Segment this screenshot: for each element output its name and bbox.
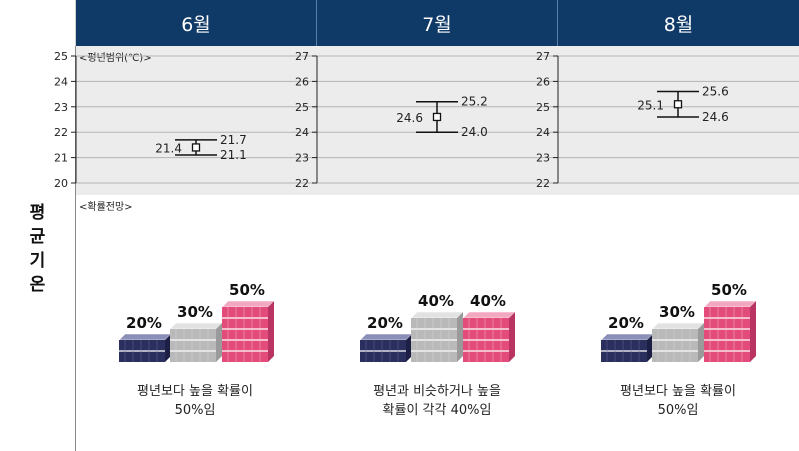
prob-label: 20% (367, 314, 403, 332)
prob-block-top (703, 300, 757, 308)
description-line: 평년보다 높을 확률이 (620, 384, 736, 399)
month-header-august: 8월 (558, 0, 799, 46)
y-tick-label: 22 (536, 177, 550, 190)
description-july: 평년과 비슷하거나 높을 확률이 각각 40%임 (337, 382, 537, 420)
row-label-char: 온 (29, 274, 46, 295)
prob-block-side (457, 312, 463, 362)
range-high-label: 25.6 (702, 85, 729, 99)
range-mid-label: 21.4 (155, 141, 182, 155)
y-tick-label: 22 (295, 177, 309, 190)
y-tick-label: 23 (295, 152, 309, 165)
prob-block-top (600, 333, 654, 341)
y-tick-label: 27 (536, 50, 550, 63)
prob-block-front (222, 307, 268, 362)
range-high-label: 25.2 (461, 95, 488, 109)
row-label-char: 균 (29, 226, 46, 247)
range-high-label: 21.7 (220, 133, 247, 147)
month-header-june: 6월 (76, 0, 317, 46)
y-tick-label: 21 (54, 152, 68, 165)
prob-label: 20% (608, 314, 644, 332)
range-mid-label: 24.6 (396, 111, 423, 125)
y-tick-label: 25 (54, 50, 68, 63)
row-label-average-temperature: 평 균 기 온 (0, 46, 76, 451)
range-mid-label: 25.1 (637, 98, 664, 112)
description-line: 확률이 각각 40%임 (382, 403, 492, 418)
header-corner (0, 0, 76, 46)
range-mid-marker (191, 143, 201, 152)
prob-block-side (406, 334, 412, 362)
prob-block-front (652, 329, 698, 362)
prob-block-top (118, 333, 172, 341)
prob-block-side (216, 323, 222, 362)
description-line: 50%임 (657, 403, 699, 418)
description-line: 평년보다 높을 확률이 (137, 384, 253, 399)
range-low-label: 24.0 (461, 125, 488, 139)
y-tick-label: 20 (54, 177, 68, 190)
description-august: 평년보다 높을 확률이 50%임 (578, 382, 778, 420)
prob-block-side (698, 323, 704, 362)
y-tick-label: 24 (54, 75, 68, 88)
y-tick-label: 27 (295, 50, 309, 63)
range-low-label: 21.1 (220, 148, 247, 162)
y-tick-label: 25 (536, 101, 550, 114)
prob-block-top (462, 311, 516, 319)
y-tick-label: 26 (536, 75, 550, 88)
description-line: 50%임 (174, 403, 216, 418)
y-tick-label: 24 (295, 126, 309, 139)
range-mid-marker (432, 112, 442, 122)
prob-block-side (268, 301, 274, 362)
prob-label: 50% (711, 281, 747, 299)
prob-block-top (410, 311, 464, 319)
row-label-char: 평 (29, 202, 46, 223)
prob-label: 30% (177, 303, 213, 321)
y-tick-label: 22 (54, 126, 68, 139)
prob-block-top (169, 322, 223, 330)
y-tick-label: 26 (295, 75, 309, 88)
prob-block-side (165, 334, 171, 362)
prob-block-top (651, 322, 705, 330)
prob-label: 30% (659, 303, 695, 321)
y-tick-label: 23 (536, 152, 550, 165)
prob-block-front (170, 329, 216, 362)
prob-block-top (221, 300, 275, 308)
prob-block-front (704, 307, 750, 362)
description-line: 평년과 비슷하거나 높을 (373, 384, 501, 399)
prob-label: 50% (229, 281, 265, 299)
prob-block-top (359, 333, 413, 341)
y-tick-label: 24 (536, 126, 550, 139)
prob-label: 40% (418, 292, 454, 310)
range-mid-marker (673, 100, 683, 109)
y-tick-label: 25 (295, 101, 309, 114)
row-label-char: 기 (29, 250, 46, 271)
prob-block-side (509, 312, 515, 362)
probability-caption: <확률전망> (79, 202, 133, 213)
y-tick-label: 23 (54, 101, 68, 114)
range-caption: <평년범위(℃)> (79, 53, 152, 64)
month-header-july: 7월 (317, 0, 558, 46)
prob-block-side (750, 301, 756, 362)
prob-label: 40% (470, 292, 506, 310)
range-low-label: 24.6 (702, 110, 729, 124)
prob-block-side (647, 334, 653, 362)
prob-label: 20% (126, 314, 162, 332)
description-june: 평년보다 높을 확률이 50%임 (95, 382, 295, 420)
